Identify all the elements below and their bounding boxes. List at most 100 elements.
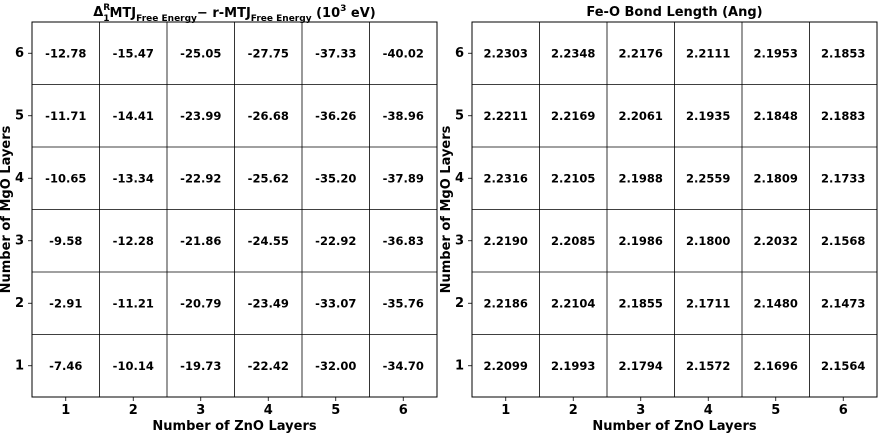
x-tick-label: 3 bbox=[636, 403, 645, 418]
cell-value: 2.1794 bbox=[619, 359, 663, 373]
cell-value: -22.92 bbox=[315, 234, 356, 248]
cell-value: -21.86 bbox=[180, 234, 221, 248]
cell-value: -25.62 bbox=[248, 171, 289, 185]
y-tick-label: 4 bbox=[455, 171, 464, 186]
cell-value: 2.1473 bbox=[821, 296, 865, 310]
cell-value: -37.33 bbox=[315, 46, 356, 60]
cell-value: 2.1988 bbox=[619, 171, 663, 185]
cell-value: -10.65 bbox=[45, 171, 86, 185]
cell-value: 2.2105 bbox=[551, 171, 595, 185]
cell-value: 2.1568 bbox=[821, 234, 865, 248]
cell-value: -20.79 bbox=[180, 296, 221, 310]
cell-value: 2.1986 bbox=[619, 234, 663, 248]
y-tick-label: 5 bbox=[455, 108, 464, 123]
cell-value: -9.58 bbox=[49, 234, 82, 248]
x-tick-label: 5 bbox=[771, 403, 780, 418]
cell-value: -37.89 bbox=[383, 171, 424, 185]
cell-value: 2.1953 bbox=[754, 46, 798, 60]
cell-value: 2.2348 bbox=[551, 46, 595, 60]
cell-value: 2.2061 bbox=[619, 109, 663, 123]
x-tick-label: 6 bbox=[399, 403, 408, 418]
cell-value: -11.21 bbox=[113, 296, 154, 310]
cell-value: 2.2190 bbox=[484, 234, 528, 248]
y-tick-label: 3 bbox=[15, 233, 24, 248]
cell-value: -14.41 bbox=[113, 109, 154, 123]
cell-value: 2.1848 bbox=[754, 109, 798, 123]
y-tick-label: 2 bbox=[15, 296, 24, 311]
cell-value: 2.1733 bbox=[821, 171, 865, 185]
x-tick-label: 4 bbox=[264, 403, 273, 418]
cell-value: -19.73 bbox=[180, 359, 221, 373]
cell-value: 2.1572 bbox=[686, 359, 730, 373]
cell-value: -36.83 bbox=[383, 234, 424, 248]
cell-value: -7.46 bbox=[49, 359, 82, 373]
x-tick-label: 4 bbox=[704, 403, 713, 418]
cell-value: 2.1883 bbox=[821, 109, 865, 123]
cell-value: 2.2111 bbox=[686, 46, 730, 60]
cell-value: 2.1993 bbox=[551, 359, 595, 373]
cell-value: -26.68 bbox=[248, 109, 289, 123]
x-tick-label: 6 bbox=[839, 403, 848, 418]
chart-title: Fe-O Bond Length (Ang) bbox=[586, 5, 762, 20]
y-tick-label: 3 bbox=[455, 233, 464, 248]
cell-value: -36.26 bbox=[315, 109, 356, 123]
cell-value: -33.07 bbox=[315, 296, 356, 310]
cell-value: 2.1800 bbox=[686, 234, 730, 248]
cell-value: -23.49 bbox=[248, 296, 289, 310]
x-axis-label: Number of ZnO Layers bbox=[152, 419, 316, 434]
cell-value: -25.05 bbox=[180, 46, 221, 60]
cell-value: 2.2559 bbox=[686, 171, 730, 185]
x-tick-label: 5 bbox=[331, 403, 340, 418]
cell-value: -35.76 bbox=[383, 296, 424, 310]
cell-value: -27.75 bbox=[248, 46, 289, 60]
cell-value: 2.2176 bbox=[619, 46, 663, 60]
cell-value: -11.71 bbox=[45, 109, 86, 123]
x-axis-label: Number of ZnO Layers bbox=[592, 419, 756, 434]
x-tick-label: 3 bbox=[196, 403, 205, 418]
y-tick-label: 5 bbox=[15, 108, 24, 123]
cell-value: -40.02 bbox=[383, 46, 424, 60]
cell-value: 2.2303 bbox=[484, 46, 528, 60]
energy-difference-panel: ΔR 1MTJFree Energy− r-MTJFree Energy (103… bbox=[0, 3, 438, 434]
chart-title: ΔR 1MTJFree Energy− r-MTJFree Energy (103… bbox=[93, 3, 376, 24]
cell-value: 2.1564 bbox=[821, 359, 865, 373]
cell-value: 2.2085 bbox=[551, 234, 595, 248]
cell-value: 2.1935 bbox=[686, 109, 730, 123]
cell-value: 2.2316 bbox=[484, 171, 528, 185]
x-tick-label: 1 bbox=[501, 403, 510, 418]
cell-value: 2.2211 bbox=[484, 109, 528, 123]
cell-value: 2.1711 bbox=[686, 296, 730, 310]
cell-value: -34.70 bbox=[383, 359, 424, 373]
cell-value: -38.96 bbox=[383, 109, 424, 123]
cell-value: -22.42 bbox=[248, 359, 289, 373]
y-tick-label: 6 bbox=[455, 46, 464, 61]
cell-value: -12.28 bbox=[113, 234, 154, 248]
cell-value: 2.2186 bbox=[484, 296, 528, 310]
cell-value: 2.1480 bbox=[754, 296, 798, 310]
y-axis-label: Number of MgO Layers bbox=[0, 125, 14, 293]
cell-value: 2.2104 bbox=[551, 296, 595, 310]
x-tick-label: 1 bbox=[61, 403, 70, 418]
cell-value: 2.2169 bbox=[551, 109, 595, 123]
cell-value: -23.99 bbox=[180, 109, 221, 123]
cell-value: -24.55 bbox=[248, 234, 289, 248]
x-tick-label: 2 bbox=[569, 403, 578, 418]
bond-length-panel: Fe-O Bond Length (Ang) 2.2303 2.2348 2.2176… bbox=[439, 5, 878, 434]
cell-value: -2.91 bbox=[49, 296, 82, 310]
y-tick-label: 6 bbox=[15, 46, 24, 61]
cell-value: 2.1696 bbox=[754, 359, 798, 373]
cell-value: 2.2099 bbox=[484, 359, 528, 373]
y-tick-label: 1 bbox=[455, 358, 464, 373]
y-tick-label: 1 bbox=[15, 358, 24, 373]
cell-value: -10.14 bbox=[113, 359, 154, 373]
cell-value: -12.78 bbox=[45, 46, 86, 60]
cell-value: 2.1809 bbox=[754, 171, 798, 185]
cell-value: 2.2032 bbox=[754, 234, 798, 248]
x-tick-label: 2 bbox=[129, 403, 138, 418]
cell-value: -32.00 bbox=[315, 359, 356, 373]
cell-value: 2.1855 bbox=[619, 296, 663, 310]
y-tick-label: 2 bbox=[455, 296, 464, 311]
cell-value: -13.34 bbox=[113, 171, 154, 185]
cell-value: -35.20 bbox=[315, 171, 356, 185]
